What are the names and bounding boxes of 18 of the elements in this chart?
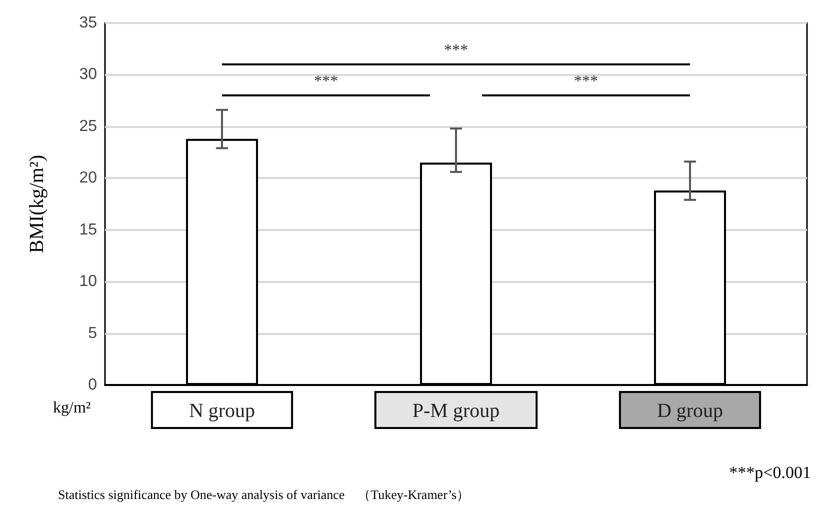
y-tick-label: 20 bbox=[79, 170, 98, 187]
text: kg/m² bbox=[53, 400, 91, 416]
annotation: *** bbox=[574, 72, 598, 90]
y-tick-label: 0 bbox=[88, 376, 98, 394]
x-tick-label: P-M group bbox=[412, 400, 500, 422]
annotation: *** bbox=[444, 42, 468, 59]
x-tick-label: D group bbox=[656, 400, 724, 422]
y-tick-label: 15 bbox=[79, 221, 98, 238]
y-tick-label: 25 bbox=[79, 118, 98, 135]
text: ***p<0.001 bbox=[729, 463, 812, 482]
y-tick-label: 5 bbox=[88, 324, 98, 342]
y-tick-label: 10 bbox=[79, 273, 98, 290]
y-tick-label: 30 bbox=[79, 66, 98, 84]
text: Statistics significance by One-way analysis of variance （Tukey-Kramer’s） bbox=[58, 487, 470, 502]
y-tick-label: 35 bbox=[79, 14, 98, 32]
annotation: *** bbox=[314, 72, 338, 90]
x-tick-label: N group bbox=[188, 400, 256, 422]
y-axis-title: BMI(kg/m²) bbox=[26, 154, 48, 254]
